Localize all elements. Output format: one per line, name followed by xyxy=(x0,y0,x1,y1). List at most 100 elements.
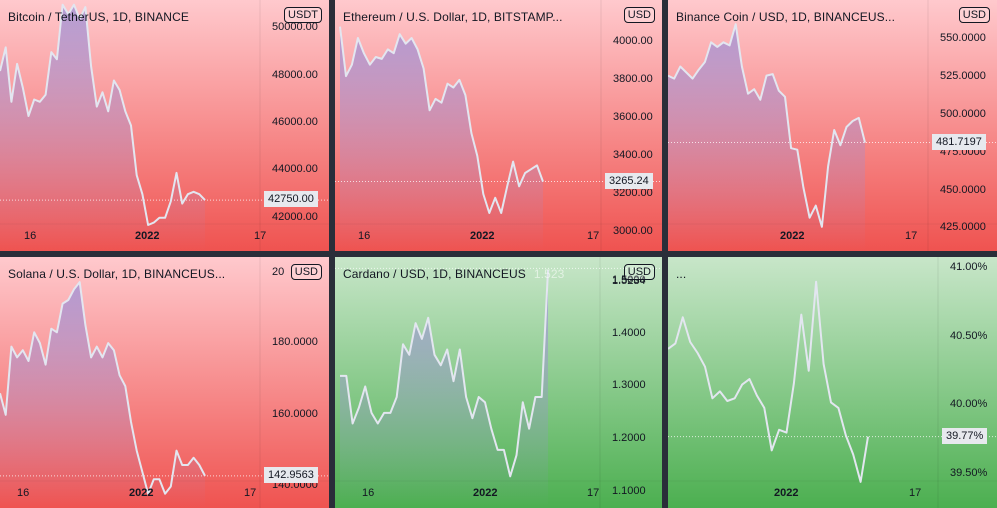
x-tick-label: 17 xyxy=(905,230,918,242)
data-point xyxy=(689,341,691,343)
data-point xyxy=(675,343,677,345)
data-point xyxy=(741,66,743,68)
currency-badge[interactable]: USD xyxy=(623,264,655,280)
data-point xyxy=(729,45,731,47)
data-point xyxy=(697,352,699,354)
data-point xyxy=(440,365,442,367)
chart-panel-2[interactable]: Ethereum / U.S. Dollar, 1D, BITSTAMP... 3… xyxy=(335,0,662,251)
data-point xyxy=(176,172,178,174)
chart-title: Cardano / USD, 1D, BINANCEUS 1.523 xyxy=(343,267,564,281)
y-tick-label: 41.00% xyxy=(950,260,988,273)
data-point xyxy=(33,99,35,101)
y-tick-label: 4000.00 xyxy=(613,34,653,47)
data-point xyxy=(838,407,840,409)
y-tick-label: 39.50% xyxy=(950,466,988,479)
data-point xyxy=(107,342,109,344)
x-tick-label: 17 xyxy=(909,487,922,499)
y-tick-label: 3600.00 xyxy=(613,110,653,123)
data-point xyxy=(692,78,694,80)
y-tick-label: 46000.00 xyxy=(272,116,318,129)
data-point xyxy=(5,414,7,416)
data-point xyxy=(417,49,419,51)
data-point xyxy=(680,66,682,68)
data-point xyxy=(712,398,714,400)
series-line xyxy=(339,26,544,214)
data-point xyxy=(147,224,149,226)
series-area xyxy=(0,4,205,251)
last-price-label: 3265.24 xyxy=(605,172,653,189)
symbol-label: Binance Coin / USD, 1D, BINANCEUS... xyxy=(676,10,896,24)
data-point xyxy=(45,364,47,366)
chart-panel-5[interactable]: Cardano / USD, 1D, BINANCEUS 1.523 1.1000 1… xyxy=(335,257,662,508)
y-tick-label: 44000.00 xyxy=(272,163,318,176)
data-point xyxy=(357,37,359,39)
currency-badge[interactable]: USD xyxy=(290,264,322,280)
y-tick-label: 525.0000 xyxy=(940,70,986,83)
data-point xyxy=(39,101,41,103)
x-tick-label: 2022 xyxy=(473,487,498,499)
data-point xyxy=(377,423,379,425)
y-tick-label: 40.50% xyxy=(950,329,988,342)
x-tick-label: 16 xyxy=(24,230,37,242)
data-point xyxy=(727,400,729,402)
series-line xyxy=(0,3,206,226)
y-tick-label: 3200.00 xyxy=(613,186,653,199)
data-point xyxy=(56,58,58,60)
data-point xyxy=(682,317,684,319)
data-point xyxy=(453,87,455,89)
data-point xyxy=(864,142,866,144)
data-point xyxy=(801,314,803,316)
data-point xyxy=(741,384,743,386)
chart-title: Bitcoin / TetherUS, 1D, BINANCE xyxy=(8,10,189,24)
data-point xyxy=(478,396,480,398)
data-point xyxy=(68,299,70,301)
data-point xyxy=(164,217,166,219)
chart-panel-1[interactable]: Bitcoin / TetherUS, 1D, BINANCE 42000.00 4… xyxy=(0,0,329,251)
data-point xyxy=(33,332,35,334)
currency-badge[interactable]: USD xyxy=(958,7,990,23)
data-point xyxy=(778,429,780,431)
data-point xyxy=(528,428,530,430)
y-tick-label: 40.00% xyxy=(950,398,988,411)
currency-badge[interactable]: USDT xyxy=(284,7,322,23)
data-point xyxy=(823,363,825,365)
chart-panel-6[interactable]: ... 39.50% 40.00% 40.50% 41.00% 39.77% 2022 17 xyxy=(668,257,997,508)
y-tick-label: 3800.00 xyxy=(613,72,653,85)
data-point xyxy=(339,375,341,377)
data-point xyxy=(62,4,64,6)
data-point xyxy=(409,354,411,356)
data-point xyxy=(858,117,860,119)
series-line xyxy=(668,23,866,228)
data-point xyxy=(710,42,712,44)
chart-panel-3[interactable]: Binance Coin / USD, 1D, BINANCEUS... 425.… xyxy=(668,0,997,251)
data-point xyxy=(79,281,81,283)
symbol-label: Solana / U.S. Dollar, 1D, BINANCEUS... xyxy=(8,267,226,281)
x-tick-label: 16 xyxy=(358,230,371,242)
currency-badge[interactable]: USD xyxy=(623,7,655,23)
data-point xyxy=(516,454,518,456)
chart-panel-4[interactable]: Solana / U.S. Dollar, 1D, BINANCEUS... 14… xyxy=(0,257,329,508)
y-tick-label: 3000.00 xyxy=(613,224,653,237)
data-point xyxy=(387,49,389,51)
data-point xyxy=(509,476,511,478)
y-tick-label: 50000.00 xyxy=(272,21,318,34)
data-point xyxy=(749,378,751,380)
data-point xyxy=(867,436,869,438)
data-point xyxy=(494,197,496,199)
data-point xyxy=(472,417,474,419)
data-point xyxy=(193,191,195,193)
data-point xyxy=(125,111,127,113)
chart-canvas xyxy=(668,257,997,508)
y-tick-label: 1.2000 xyxy=(612,432,646,445)
data-point xyxy=(390,412,392,414)
data-point xyxy=(786,432,788,434)
data-point xyxy=(756,395,758,397)
data-point xyxy=(90,357,92,359)
data-point xyxy=(159,217,161,219)
data-point xyxy=(764,407,766,409)
data-point xyxy=(852,454,854,456)
data-point xyxy=(371,412,373,414)
y-tick-label: 1.4000 xyxy=(612,326,646,339)
last-price-label: 39.77% xyxy=(942,427,988,444)
